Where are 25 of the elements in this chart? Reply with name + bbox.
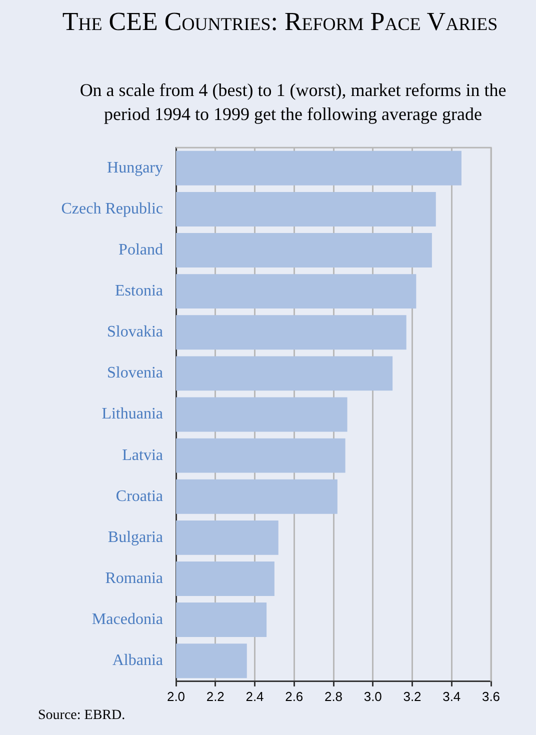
y-tick-label: Romania [105,570,163,587]
y-tick-label: Estonia [115,282,163,300]
x-tick-label: 2.6 [285,688,304,704]
y-tick-label: Poland [118,241,163,258]
chart-subtitle: On a scale from 4 (best) to 1 (worst), market reforms in the period 1994 to 1999 get the following average grade [78,79,508,126]
y-tick-label: Lithuania [102,406,163,423]
y-tick-label: Slovakia [107,324,163,341]
y-tick-label: Croatia [116,488,163,505]
y-tick-label: Latvia [122,446,163,464]
x-tick-label: 2.0 [166,688,186,704]
source-note: Source: EBRD. [38,708,126,724]
x-tick-label: 3.0 [364,688,382,704]
x-tick-label: 3.2 [403,688,422,704]
y-tick-label: Albania [112,652,163,670]
y-tick-label: Czech Republic [61,200,163,218]
y-tick-label: Hungary [107,159,163,176]
x-tick-label: 2.8 [324,688,343,704]
y-tick-label: Slovenia [107,364,163,382]
chart-title: The CEE Countries: Reform Pace Varies [61,6,499,37]
x-tick-label: 3.4 [442,688,461,704]
x-tick-label: 2.4 [246,688,264,704]
x-tick-label: 2.2 [206,688,224,704]
x-tick-label: 3.6 [482,688,500,704]
y-tick-label: Bulgaria [108,528,163,546]
y-tick-label: Macedonia [92,611,163,628]
